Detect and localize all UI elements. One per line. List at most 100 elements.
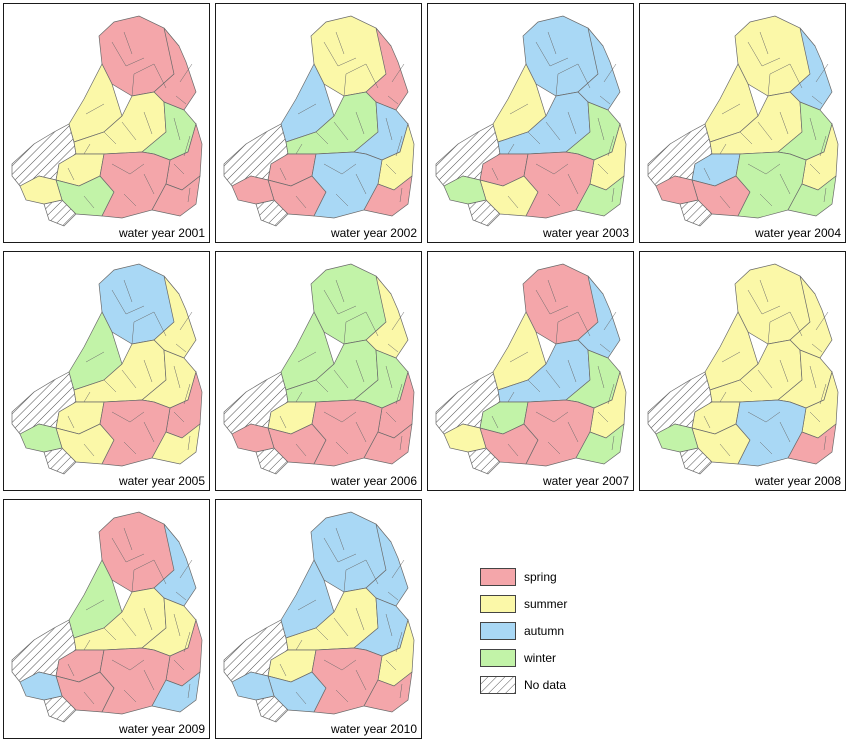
subcatchment-boundary xyxy=(153,559,167,585)
catchment-map xyxy=(223,15,415,227)
subcatchment-boundary xyxy=(779,359,789,383)
subcatchment-boundary xyxy=(757,121,773,141)
subcatchment-boundary xyxy=(599,95,611,105)
subcatchment-boundary xyxy=(703,415,711,429)
subcatchment-boundary xyxy=(535,163,569,175)
subcatchment-boundary xyxy=(819,135,827,157)
subcatchment-boundary xyxy=(789,311,803,337)
subcatchment-boundary xyxy=(279,663,287,677)
map-caption: water year 2003 xyxy=(542,226,629,240)
subcatchment-boundary xyxy=(355,111,365,135)
subcatchment-boundary xyxy=(153,63,167,89)
subcatchment-se xyxy=(363,175,413,217)
subcatchment-boundary xyxy=(547,441,561,455)
subcatchment-boundary xyxy=(333,617,349,637)
subcatchment-boundary xyxy=(295,195,307,209)
subcatchment-boundary xyxy=(279,415,287,429)
subcatchment-boundary xyxy=(395,383,403,405)
subcatchment-boundary xyxy=(143,421,155,443)
subcatchment-boundary xyxy=(333,369,349,389)
legend-swatch-summer xyxy=(480,595,516,613)
subcatchment-boundary xyxy=(175,95,187,105)
subcatchment-boundary xyxy=(295,639,303,651)
subcatchment-boundary xyxy=(103,627,117,641)
catchment-map xyxy=(647,263,839,475)
subcatchment-boundary xyxy=(507,391,515,403)
subcatchment-boundary xyxy=(385,613,393,637)
map-panel: water year 2008 xyxy=(639,251,846,491)
map-caption: water year 2010 xyxy=(330,722,417,736)
subcatchment-boundary xyxy=(335,689,349,703)
map-panel: water year 2009 xyxy=(3,499,210,739)
subcatchment-boundary xyxy=(111,163,145,175)
subcatchment-boundary xyxy=(295,691,307,705)
subcatchment-boundary xyxy=(547,31,557,55)
subcatchment-boundary xyxy=(391,559,405,579)
subcatchment-boundary xyxy=(111,411,145,423)
subcatchment-boundary xyxy=(767,311,791,345)
subcatchment-boundary xyxy=(535,41,569,67)
subcatchment-boundary xyxy=(547,279,557,303)
subcatchment-boundary xyxy=(131,63,155,97)
subcatchment-boundary xyxy=(385,411,397,423)
subcatchment-boundary xyxy=(555,311,579,345)
subcatchment-boundary xyxy=(295,143,303,155)
subcatchment-boundary xyxy=(507,443,519,457)
subcatchment-boundary xyxy=(507,195,519,209)
subcatchment-boundary xyxy=(545,369,561,389)
subcatchment-coast xyxy=(443,423,487,453)
subcatchment-boundary xyxy=(297,103,317,115)
subcatchment-boundary xyxy=(183,383,191,405)
subcatchment-boundary xyxy=(315,379,329,393)
subcatchment-boundary xyxy=(343,559,367,593)
subcatchment-boundary xyxy=(279,167,287,181)
subcatchment-boundary xyxy=(759,441,773,455)
subcatchment-boundary xyxy=(567,359,577,383)
subcatchment-coast xyxy=(443,175,487,205)
subcatchment-boundary xyxy=(719,391,727,403)
subcatchment-boundary xyxy=(173,117,181,141)
subcatchment-boundary xyxy=(85,599,105,611)
subcatchment-boundary xyxy=(603,311,617,331)
catchment-map xyxy=(435,263,627,475)
subcatchment-boundary xyxy=(335,279,345,303)
subcatchment-boundary xyxy=(175,343,187,353)
subcatchment-boundary xyxy=(295,391,303,403)
subcatchment-boundary xyxy=(315,627,329,641)
legend-swatch-autumn xyxy=(480,622,516,640)
subcatchment-boundary xyxy=(143,173,155,195)
subcatchment-boundary xyxy=(719,143,727,155)
subcatchment-boundary xyxy=(811,95,823,105)
subcatchment-boundary xyxy=(385,365,393,389)
subcatchment-boundary xyxy=(355,421,367,443)
subcatchment-boundary xyxy=(597,411,609,423)
subcatchment-boundary xyxy=(123,193,137,207)
map-panel: water year 2006 xyxy=(215,251,422,491)
subcatchment-boundary xyxy=(175,591,187,601)
subcatchment-boundary xyxy=(85,103,105,115)
map-caption: water year 2005 xyxy=(118,474,205,488)
legend-swatch-nodata xyxy=(480,676,516,694)
map-caption: water year 2006 xyxy=(330,474,417,488)
map-panel: water year 2002 xyxy=(215,3,422,243)
subcatchment-boundary xyxy=(779,421,791,443)
subcatchment-boundary xyxy=(387,591,399,601)
subcatchment-boundary xyxy=(491,415,499,429)
map-panel: water year 2003 xyxy=(427,3,634,243)
subcatchment-se xyxy=(151,423,201,465)
subcatchment-se xyxy=(363,423,413,465)
subcatchment-boundary xyxy=(597,163,609,175)
subcatchment-boundary xyxy=(173,163,185,175)
subcatchment-boundary xyxy=(121,369,137,389)
subcatchment-boundary xyxy=(123,527,133,551)
subcatchment-boundary xyxy=(385,163,397,175)
subcatchment-boundary xyxy=(83,195,95,209)
subcatchment-boundary xyxy=(577,63,591,89)
subcatchment-boundary xyxy=(757,369,773,389)
map-panel: water year 2004 xyxy=(639,3,846,243)
subcatchment-boundary xyxy=(721,351,741,363)
subcatchment-se xyxy=(575,175,625,217)
subcatchment-boundary xyxy=(173,365,181,389)
catchment-map xyxy=(223,263,415,475)
subcatchment-boundary xyxy=(597,365,605,389)
